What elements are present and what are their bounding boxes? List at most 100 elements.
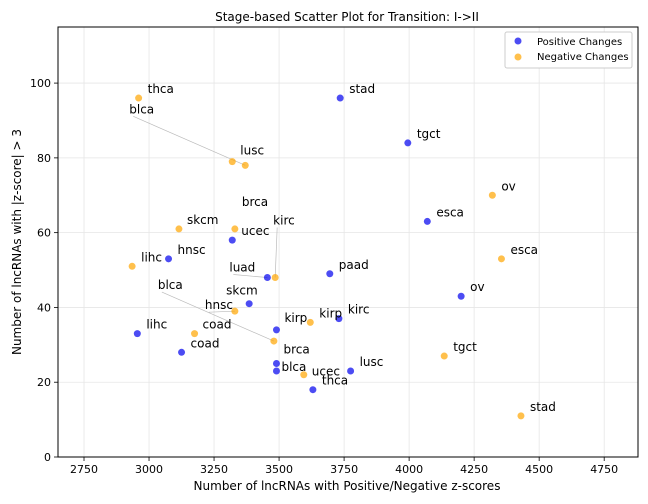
point-label: blca [129,102,154,116]
legend: Positive Changes Negative Changes [504,31,633,69]
data-point-positive [263,274,271,282]
data-point-positive [165,255,173,263]
label-connector [133,116,246,166]
plot-area [57,26,639,458]
point-label: ucec [241,224,269,238]
legend-marker-negative [514,53,522,61]
x-tick-label: 4500 [525,463,553,476]
data-point-negative [497,255,505,263]
data-point-positive [272,326,280,334]
data-point-positive [335,315,343,323]
point-label: coad [191,336,220,350]
point-label: ucec [312,365,340,379]
y-tick-label: 20 [37,376,51,389]
label-connector [233,274,268,278]
label-connectors [133,116,278,342]
x-tick-label: 4250 [460,463,488,476]
legend-label-negative: Negative Changes [537,52,629,63]
point-label: kirp [319,306,342,320]
data-point-positive [457,292,465,300]
data-point-positive [178,348,186,356]
x-tick-label: 3000 [135,463,163,476]
data-point-negative [191,330,199,338]
point-label: coad [203,318,232,332]
point-label: lusc [240,144,264,158]
data-point-positive [326,270,334,278]
point-label: stad [530,400,556,414]
point-label: tgct [417,127,441,141]
y-tick-label: 0 [44,451,51,464]
data-point-positive [423,217,431,225]
point-label: blca [281,360,306,374]
data-point-positive [336,94,344,102]
point-label: thca [322,374,348,388]
point-label: esca [436,205,464,219]
data-point-negative [241,161,249,169]
point-label: ov [470,280,484,294]
data-point-negative [440,352,448,360]
data-point-positive [133,330,141,338]
legend-box [504,31,633,69]
y-tick-label: 40 [37,301,51,314]
point-label: stad [349,82,375,96]
data-point-positive [228,236,236,244]
point-label: thca [148,82,174,96]
data-point-positive [272,367,280,375]
point-label: kirp [284,311,307,325]
data-point-positive [272,360,280,368]
point-label: hnsc [205,298,233,312]
data-point-negative [306,318,314,326]
point-label: lihc [141,250,162,264]
point-label: skcm [226,284,258,298]
x-tick-label: 3250 [200,463,228,476]
data-point-negative [271,274,279,282]
data-point-negative [128,262,136,270]
x-axis: 2750 3000 3250 3500 3750 4000 4250 4500 4750 [70,457,618,476]
x-tick-label: 2750 [70,463,98,476]
point-label: kirc [273,214,295,228]
data-point-negative [300,371,308,379]
x-tick-label: 3750 [330,463,358,476]
x-tick-label: 4750 [590,463,618,476]
y-tick-label: 100 [30,77,51,90]
chart-title: Stage-based Scatter Plot for Transition:… [215,10,479,24]
x-tick-label: 3500 [265,463,293,476]
point-label: lihc [146,318,167,332]
y-axis: 0 20 40 60 80 100 [30,77,58,464]
point-label: skcm [187,213,219,227]
data-point-negative [231,307,239,315]
data-point-positive [309,386,317,394]
label-connector [208,310,235,313]
label-connector [161,291,275,342]
data-point-negative [231,225,239,233]
y-tick-label: 60 [37,227,51,240]
point-label: kirc [348,303,370,317]
y-tick-label: 80 [37,152,51,165]
label-connector [274,227,278,278]
point-label: ov [501,179,515,193]
point-label: lusc [360,355,384,369]
data-point-negative [270,337,278,345]
point-label: brca [242,195,268,209]
point-label: brca [283,343,309,357]
point-label: blca [158,278,183,292]
point-label: paad [339,258,369,272]
point-label: tgct [453,340,477,354]
data-point-positive [347,367,355,375]
data-point-negative [517,412,525,420]
grid [58,27,638,458]
x-tick-label: 4000 [395,463,423,476]
point-label: esca [510,243,538,257]
data-point-positive [404,139,412,147]
y-axis-label: Number of lncRNAs with |z-score| > 3 [10,129,24,355]
data-point-positive [245,300,253,308]
x-axis-label: Number of lncRNAs with Positive/Negative… [194,479,501,493]
data-point-negative [488,191,496,199]
point-label: hnsc [178,243,206,257]
data-point-negative [175,225,183,233]
data-point-negative [135,94,143,102]
legend-label-positive: Positive Changes [537,37,622,48]
point-label: luad [229,261,255,275]
